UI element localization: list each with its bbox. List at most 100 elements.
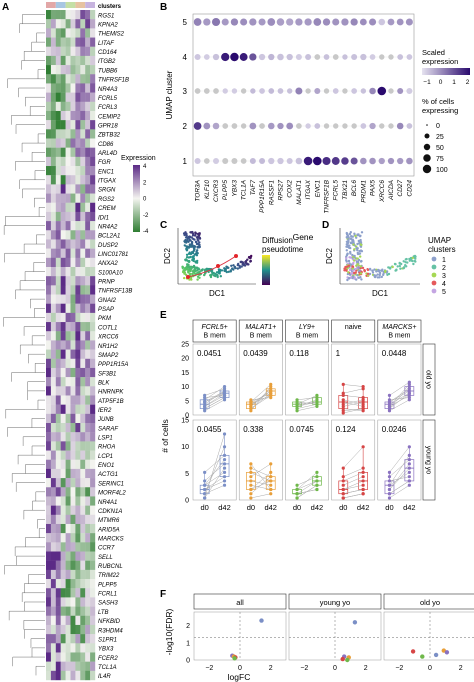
heatmap-cell <box>50 670 56 681</box>
cluster-point <box>384 270 387 274</box>
heatmap-cell <box>85 175 91 185</box>
dot-cluster-1 <box>369 157 376 165</box>
heatmap-cell <box>85 276 91 286</box>
heatmap-cell <box>55 468 61 479</box>
size-legend-dot <box>423 143 431 151</box>
p-value-label: 0.0455 <box>197 425 222 434</box>
heatmap-cell <box>55 166 61 176</box>
pair-point-d0 <box>295 483 299 487</box>
heatmap-cell <box>70 615 76 626</box>
heatmap-cell <box>50 395 56 405</box>
cluster-point <box>378 273 381 277</box>
gene-label: PPP1R15A <box>98 362 128 368</box>
heatmap-cell <box>80 19 86 29</box>
pair-point-d0 <box>341 400 345 404</box>
heatmap-cell <box>85 597 91 607</box>
gene-label: LCP1 <box>98 454 113 460</box>
pseudotime-point <box>214 272 217 276</box>
facet-strip-label: MALAT1+ <box>245 324 276 331</box>
heatmap-cell <box>46 652 52 662</box>
heatmap-cell <box>60 340 66 350</box>
heatmap-cell <box>80 184 86 194</box>
pair-line <box>343 472 364 482</box>
heatmap-cell <box>90 478 96 488</box>
pair-point-d42 <box>407 453 411 457</box>
gene-label: FGR <box>98 160 111 166</box>
y-tick-label: 10 <box>181 384 189 391</box>
heatmap-cell <box>55 441 61 451</box>
pair-point-d42 <box>361 396 365 400</box>
heatmap-cell <box>65 395 71 405</box>
cluster-point <box>346 272 350 276</box>
cluster-point <box>411 256 414 260</box>
heatmap-cell <box>90 404 96 415</box>
gene-label: SARAF <box>98 426 118 432</box>
pair-line <box>343 395 364 398</box>
x-tick-label: RASSF1 <box>268 180 275 206</box>
heatmap-cell <box>65 661 71 672</box>
expression-legend-tick: -4 <box>143 229 149 235</box>
pair-point-d42 <box>361 404 365 408</box>
heatmap-cell <box>60 377 66 387</box>
pseudotime-point <box>181 270 185 274</box>
heatmap-cell <box>80 634 86 644</box>
heatmap-cell <box>60 634 66 644</box>
pair-point-d42 <box>315 470 319 474</box>
heatmap-cell <box>60 92 66 102</box>
legend-swatch <box>431 280 437 286</box>
pseudotime-point <box>250 254 253 258</box>
heatmap-cell <box>75 404 81 415</box>
pair-point-d0 <box>249 496 253 500</box>
pair-point-d0 <box>387 398 392 402</box>
heatmap-cell <box>60 606 66 616</box>
heatmap-cell <box>50 248 56 259</box>
dot-cluster-4 <box>286 53 293 61</box>
heatmap-cell <box>60 413 66 424</box>
pair-point-d42 <box>407 380 411 384</box>
pseudotime-point <box>200 269 203 272</box>
cluster-point <box>391 265 394 269</box>
pair-point-d42 <box>269 396 273 400</box>
heatmap-cell <box>65 670 71 681</box>
dot-cluster-4 <box>342 54 348 60</box>
heatmap-cell <box>70 643 76 653</box>
heatmap-cell <box>70 37 76 47</box>
heatmap-cell <box>50 156 56 167</box>
dot-cluster-5 <box>405 18 413 26</box>
expression-legend-bar <box>133 165 140 232</box>
x-tick-label: CD24 <box>406 180 413 197</box>
heatmap-cell <box>70 257 76 268</box>
pair-point-d0 <box>387 470 392 474</box>
dot-cluster-2 <box>360 123 367 129</box>
panel-b-letter: B <box>160 2 167 13</box>
dot-cluster-3 <box>203 88 210 94</box>
heatmap-cell <box>46 468 52 479</box>
heatmap-cell <box>70 487 76 497</box>
pair-point-d42 <box>361 445 365 449</box>
pair-point-d0 <box>387 400 392 404</box>
pair-point-d0 <box>249 407 253 411</box>
pseudotime-point <box>194 260 197 263</box>
heatmap-cell <box>90 358 96 369</box>
heatmap-cell <box>80 156 86 167</box>
gene-label: TNFRSF13B <box>98 289 132 295</box>
facet-panel <box>377 343 422 416</box>
cluster-point <box>353 259 356 262</box>
dot-cluster-3 <box>314 87 321 95</box>
heatmap-cell <box>50 450 56 460</box>
heatmap-cell <box>60 478 66 488</box>
cluster-point <box>371 269 374 272</box>
legend-label: 4 <box>442 281 446 288</box>
heatmap-cell <box>90 377 96 387</box>
heatmap-cell <box>85 74 91 84</box>
heatmap-cell <box>70 19 76 29</box>
heatmap-cell <box>90 37 96 47</box>
y-tick-label: 4 <box>183 53 188 62</box>
pair-line <box>389 384 410 407</box>
heatmap-cell <box>46 37 52 47</box>
heatmap-cell <box>46 239 52 249</box>
heatmap-cell <box>55 312 61 323</box>
heatmap-cell <box>75 514 81 525</box>
x-tick-label: d42 <box>218 503 231 512</box>
